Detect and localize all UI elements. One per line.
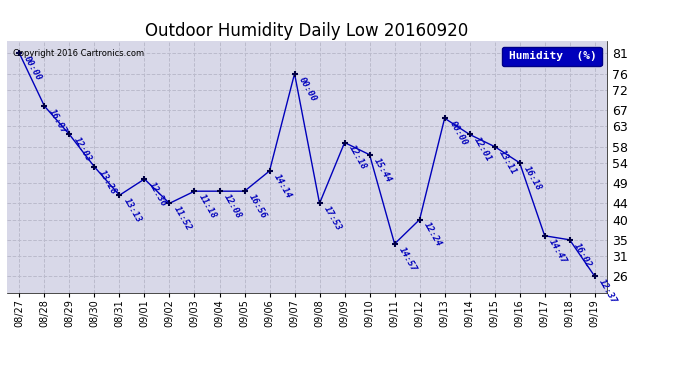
Text: 16:02: 16:02 (573, 241, 593, 269)
Legend: Humidity  (%): Humidity (%) (502, 47, 602, 66)
Text: 12:37: 12:37 (598, 278, 619, 306)
Text: 13:28: 13:28 (97, 168, 119, 196)
Text: Copyright 2016 Cartronics.com: Copyright 2016 Cartronics.com (13, 49, 144, 58)
Text: 13:13: 13:13 (122, 196, 144, 224)
Text: 15:44: 15:44 (373, 156, 393, 184)
Text: 16:56: 16:56 (247, 193, 268, 220)
Text: 12:36: 12:36 (147, 180, 168, 208)
Text: 11:18: 11:18 (197, 193, 219, 220)
Text: 17:53: 17:53 (322, 205, 344, 232)
Text: 12:03: 12:03 (72, 136, 93, 164)
Text: 00:00: 00:00 (447, 120, 469, 147)
Text: 12:24: 12:24 (422, 221, 444, 249)
Text: 00:00: 00:00 (22, 55, 43, 82)
Text: 12:18: 12:18 (347, 144, 368, 172)
Text: 14:47: 14:47 (547, 237, 569, 265)
Text: 12:01: 12:01 (473, 136, 493, 164)
Text: 16:07: 16:07 (47, 108, 68, 135)
Text: 11:52: 11:52 (172, 205, 193, 232)
Title: Outdoor Humidity Daily Low 20160920: Outdoor Humidity Daily Low 20160920 (146, 22, 469, 40)
Text: 16:18: 16:18 (522, 164, 544, 192)
Text: 13:11: 13:11 (497, 148, 519, 176)
Text: 14:57: 14:57 (397, 245, 419, 273)
Text: 14:14: 14:14 (273, 172, 293, 200)
Text: 12:08: 12:08 (222, 193, 244, 220)
Text: 00:00: 00:00 (297, 75, 319, 103)
